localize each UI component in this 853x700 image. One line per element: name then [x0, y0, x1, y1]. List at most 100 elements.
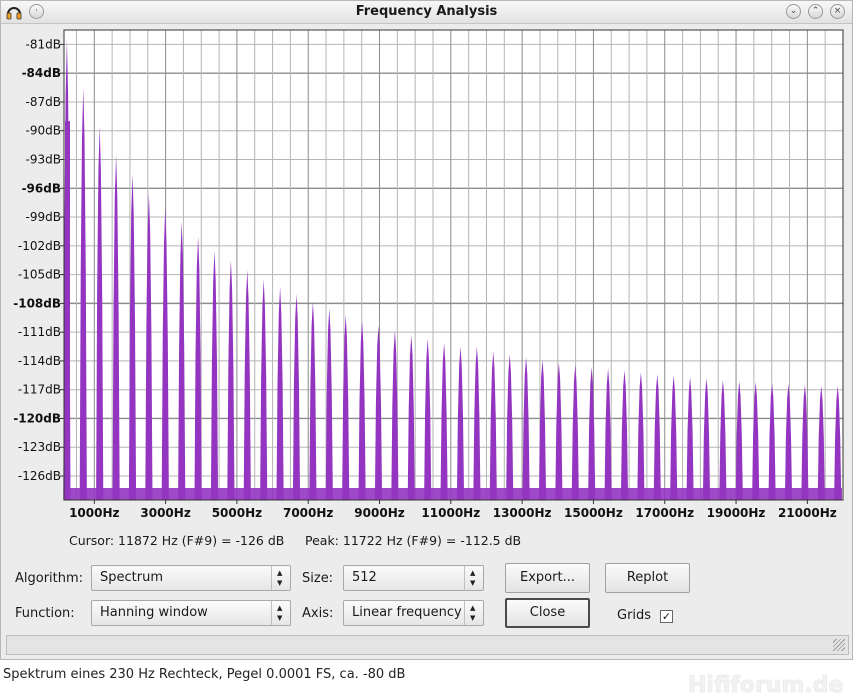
spectrum-peak — [358, 320, 366, 500]
axis-label: Axis: — [302, 606, 334, 621]
svg-text:Hififorum.de: Hififorum.de — [688, 673, 843, 698]
spectrum-peak — [588, 366, 596, 500]
spectrum-peak — [96, 125, 104, 501]
spectrum-peak — [194, 236, 202, 500]
close-window-button[interactable]: × — [830, 4, 845, 19]
spectrum-peak — [670, 375, 678, 500]
x-tick-label: 9000Hz — [354, 506, 404, 520]
spectrum-peak — [440, 342, 448, 500]
spectrum-peak — [538, 360, 547, 500]
function-spin-icon: ▲ ▼ — [271, 601, 290, 625]
spectrum-peak — [784, 383, 793, 500]
algorithm-value: Spectrum — [100, 570, 163, 585]
y-tick-label: -114dB — [18, 354, 61, 368]
spectrum-peak — [292, 293, 301, 500]
window-menu-button[interactable]: · — [29, 4, 44, 19]
y-tick-label: -87dB — [26, 95, 61, 109]
spectrum-peak — [834, 385, 842, 500]
y-tick-label: -102dB — [18, 239, 61, 253]
spectrum-peak — [506, 354, 514, 500]
spectrum-peak — [702, 378, 711, 500]
y-tick-label: -120dB — [13, 411, 61, 425]
spectrum-peak — [374, 325, 383, 500]
plot-border — [63, 29, 844, 501]
x-tick-label: 1000Hz — [69, 506, 119, 520]
spectrum-peak — [342, 314, 350, 500]
spectrum-peak — [604, 368, 612, 500]
minimize-button[interactable]: ⌄ — [786, 4, 801, 19]
spectrum-peak — [653, 374, 661, 500]
spectrum-peak — [637, 372, 645, 500]
spectrum-peak — [79, 87, 87, 500]
peak-readout: Peak: 11722 Hz (F#9) = -112.5 dB — [305, 533, 522, 548]
spectrum-peak — [489, 351, 497, 500]
y-tick-label: -123dB — [18, 440, 61, 454]
audacity-headphones-icon — [6, 7, 22, 20]
spectrum-peak — [801, 384, 809, 500]
spectrum-peak — [145, 193, 153, 500]
status-bar — [6, 635, 849, 655]
resize-grip-icon[interactable] — [833, 639, 845, 651]
spectrum-peak — [817, 385, 825, 500]
spectrum-peak — [571, 364, 579, 500]
axis-spin-icon: ▲ ▼ — [464, 601, 483, 625]
size-value: 512 — [352, 570, 377, 585]
spectrum-peak — [752, 382, 760, 500]
spectrum-plot-panel[interactable]: -81dB -84dB -87dB -90dB -93dB -96dB -99dB -102d… — [1, 24, 852, 552]
image-caption: Spektrum eines 230 Hz Rechteck, Pegel 0.… — [3, 667, 406, 682]
y-tick-label: -108dB — [13, 296, 61, 310]
spectrum-peak — [473, 346, 481, 500]
spectrum-peak — [424, 338, 432, 500]
y-tick-label: -126dB — [18, 469, 61, 483]
spectrum-peak — [456, 346, 465, 500]
replot-button[interactable]: Replot — [605, 563, 690, 593]
spectrum-peak — [128, 173, 137, 500]
spectrum-peak — [161, 207, 169, 500]
function-select[interactable]: Hanning window ▲ ▼ — [91, 600, 291, 626]
x-tick-label: 19000Hz — [707, 506, 766, 520]
spectrum-peak — [555, 362, 563, 500]
x-tick-label: 17000Hz — [635, 506, 694, 520]
axis-select[interactable]: Linear frequency ▲ ▼ — [343, 600, 484, 626]
algorithm-select[interactable]: Spectrum ▲ ▼ — [91, 565, 291, 591]
frequency-analysis-window: · Frequency Analysis ⌄ ⌃ × -81dB -84dB -87… — [0, 0, 853, 660]
grids-label: Grids — [617, 608, 652, 623]
spectrum-peak — [768, 383, 776, 500]
function-label: Function: — [15, 606, 75, 621]
spectrum-peak — [260, 279, 268, 500]
export-button[interactable]: Export... — [505, 563, 590, 593]
x-tick-label: 15000Hz — [564, 506, 623, 520]
y-tick-label: -93dB — [26, 152, 61, 166]
spectrum-peak — [276, 287, 284, 500]
x-tick-label: 3000Hz — [140, 506, 190, 520]
spectrum-peak — [112, 154, 120, 500]
y-tick-label: -105dB — [18, 268, 61, 282]
spectrum-noise-floor — [65, 488, 842, 500]
spectrum-peak — [735, 381, 743, 500]
spectrum-peak — [243, 269, 251, 500]
checkmark-icon: ✓ — [661, 610, 672, 623]
function-value: Hanning window — [100, 605, 208, 620]
spectrum-peak — [325, 308, 333, 500]
spectrum-peak — [309, 301, 317, 500]
y-tick-label: -99dB — [26, 210, 61, 224]
window-title: Frequency Analysis — [355, 4, 498, 19]
spectrum-peak — [522, 357, 530, 500]
spectrum-peak — [719, 380, 727, 500]
y-tick-label: -111dB — [18, 325, 61, 339]
x-tick-label: 5000Hz — [212, 506, 262, 520]
spectrum-chart[interactable]: -81dB -84dB -87dB -90dB -93dB -96dB -99dB -102d… — [1, 24, 852, 552]
spectrum-dc-band — [65, 121, 70, 501]
spectrum-peak — [178, 221, 186, 501]
spectrum-peak — [227, 260, 235, 500]
close-button[interactable]: Close — [505, 598, 590, 628]
x-tick-label: 7000Hz — [283, 506, 333, 520]
y-tick-label: -96dB — [22, 181, 61, 195]
spectrum-peak — [407, 335, 415, 500]
x-tick-label: 11000Hz — [421, 506, 480, 520]
maximize-button[interactable]: ⌃ — [808, 4, 823, 19]
size-select[interactable]: 512 ▲ ▼ — [343, 565, 484, 591]
spectrum-peak — [686, 377, 694, 500]
y-tick-label: -90dB — [26, 124, 61, 138]
grids-checkbox[interactable]: ✓ — [660, 610, 673, 623]
